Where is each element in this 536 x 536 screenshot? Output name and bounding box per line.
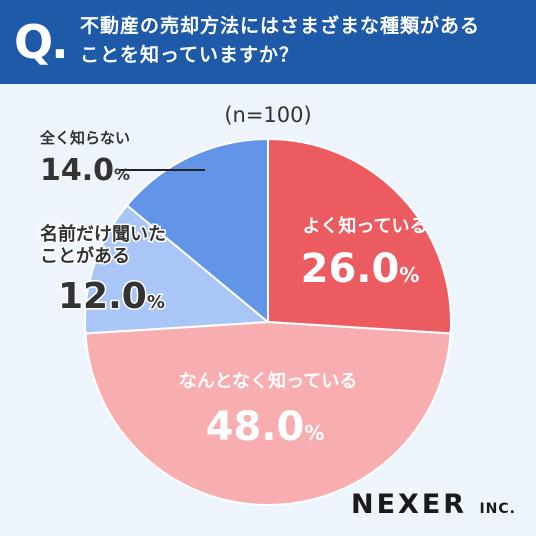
logo-main: NEXER [350,489,468,520]
slice-value-4-number: 14.0 [40,153,114,188]
question-mark: Q. [14,15,69,69]
pie-slice-1 [267,137,452,335]
question-title-line-2: ことを知っていますか？ [80,44,300,66]
slice-value-2-number: 48.0 [206,404,305,450]
slice-value-1-number: 26.0 [301,246,400,292]
slice-value-3: 12.0% [58,276,165,317]
slice-value-3-number: 12.0 [58,276,147,317]
slice-value-1-unit: % [399,263,419,287]
slice-label-3-line-1: 名前だけ聞いた [40,223,166,245]
pie-slices [84,137,452,506]
question-header: Q. 不動産の売却方法にはさまざまな種類がある ことを知っていますか？ [0,0,536,84]
slice-label-3-line-2: ことがある [40,245,130,267]
question-title-line-1: 不動産の売却方法にはさまざまな種類がある [80,15,481,37]
nexer-logo: NEXER INC. [351,490,516,524]
slice-value-1: 26.0% [301,246,420,292]
slice-label-4: 全く知らない [39,129,130,147]
sample-size-label: (n=100) [224,103,311,127]
question-title: 不動産の売却方法にはさまざまな種類がある ことを知っていますか？ [80,12,520,70]
slice-value-2-unit: % [304,421,324,445]
pie-slice-2 [84,320,452,506]
slice-value-4-unit: % [114,165,130,184]
pie-slice-3 [84,203,271,335]
pie-slice-4 [125,137,269,325]
slice-label-2: なんとなく知っている [179,370,358,392]
slice-value-3-unit: % [147,292,165,313]
slice-value-2: 48.0% [206,404,325,450]
logo-suffix: INC. [479,501,516,517]
slice-value-4: 14.0% [40,153,130,188]
slice-label-1: よく知っている [302,215,427,237]
